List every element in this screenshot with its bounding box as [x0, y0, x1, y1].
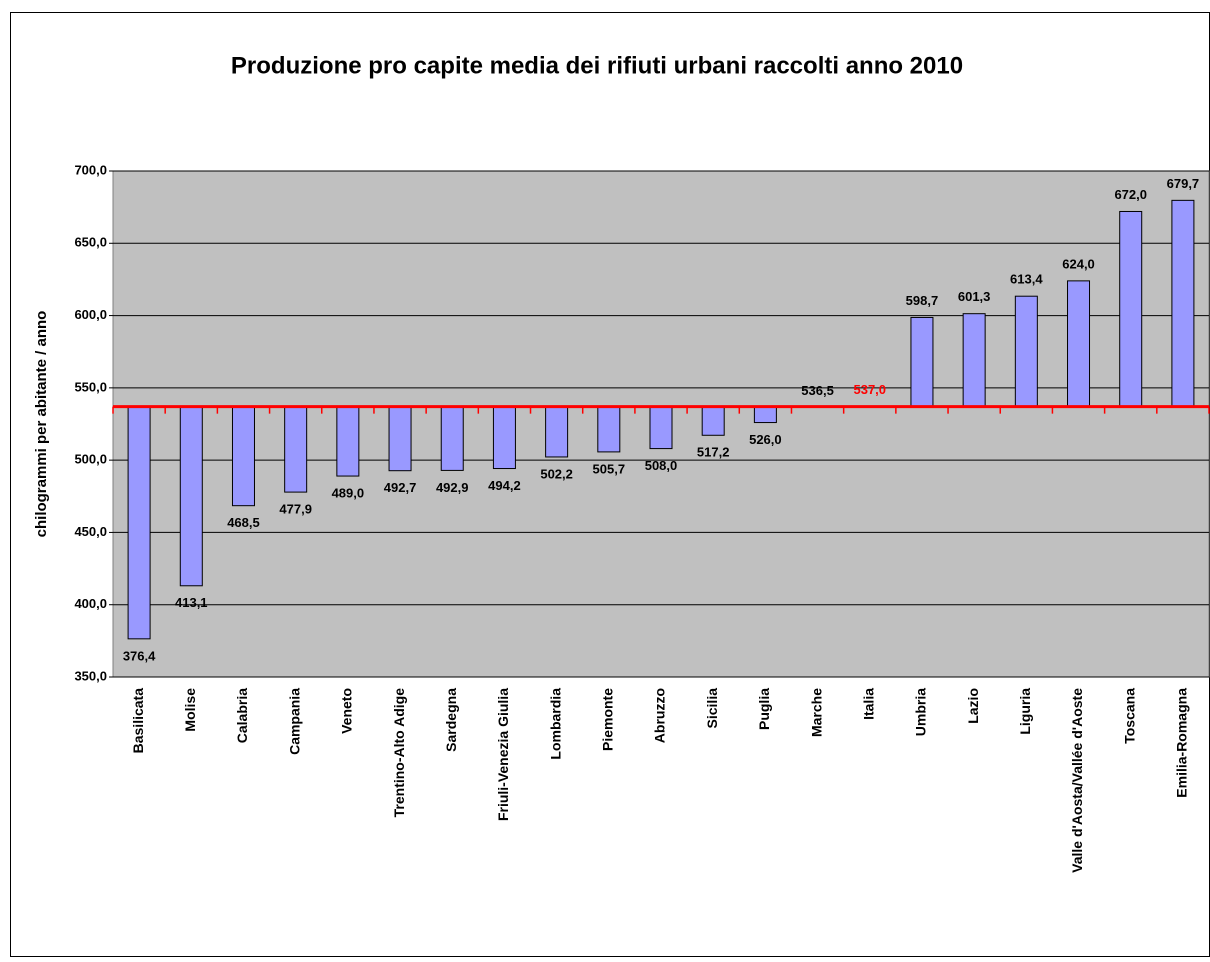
bar — [597, 406, 621, 453]
value-label: 494,2 — [488, 478, 521, 493]
y-tick-label: 550,0 — [74, 379, 107, 394]
bar — [753, 406, 777, 424]
value-label: 505,7 — [593, 461, 626, 476]
value-label: 672,0 — [1114, 187, 1147, 202]
y-tick-label: 700,0 — [74, 162, 107, 177]
x-tick-label: Toscana — [1121, 688, 1137, 744]
x-tick-label: Emilia-Romagna — [1174, 688, 1190, 798]
bar — [545, 406, 569, 458]
value-label: 526,0 — [749, 432, 782, 447]
value-label: 613,4 — [1010, 272, 1043, 287]
bar — [1014, 295, 1038, 408]
bar — [231, 406, 255, 507]
y-tick-label: 400,0 — [74, 596, 107, 611]
y-tick-label: 500,0 — [74, 452, 107, 467]
x-tick-label: Basilicata — [130, 688, 146, 754]
value-label: 413,1 — [175, 595, 208, 610]
bar — [492, 406, 516, 470]
x-tick-label: Sicilia — [704, 688, 720, 729]
x-tick-label: Marche — [808, 688, 824, 737]
bar — [127, 406, 151, 640]
x-tick-label: Lazio — [965, 688, 981, 724]
value-label: 489,0 — [332, 485, 365, 500]
value-label: 376,4 — [123, 648, 156, 663]
bar — [388, 406, 412, 472]
bar — [1119, 210, 1143, 408]
value-label: 624,0 — [1062, 256, 1095, 271]
value-label: 492,9 — [436, 480, 469, 495]
x-tick-label: Veneto — [339, 688, 355, 734]
value-label: 601,3 — [958, 289, 991, 304]
bar — [440, 406, 464, 471]
x-tick-label: Liguria — [1017, 688, 1033, 735]
value-label: 468,5 — [227, 515, 260, 530]
bar — [336, 406, 360, 477]
x-tick-label: Campania — [286, 688, 302, 755]
bar — [701, 406, 725, 436]
x-tick-label: Puglia — [756, 688, 772, 730]
chart-title: Produzione pro capite media dei rifiuti … — [231, 52, 963, 79]
value-label: 679,7 — [1167, 176, 1200, 191]
value-label: 508,0 — [645, 458, 678, 473]
bar — [910, 316, 934, 408]
bar — [962, 313, 986, 408]
x-tick-label: Italia — [860, 688, 876, 720]
x-tick-label: Valle d'Aosta/Vallée d'Aoste — [1069, 688, 1085, 873]
bar — [284, 406, 308, 493]
y-tick-label: 600,0 — [74, 307, 107, 322]
bar — [649, 406, 673, 450]
x-tick-label: Friuli-Venezia Giulia — [495, 688, 511, 821]
x-tick-label: Lombardia — [547, 688, 563, 760]
bar — [1067, 280, 1091, 408]
value-label: 537,0 — [853, 382, 886, 397]
y-tick-label: 350,0 — [74, 668, 107, 683]
value-label: 492,7 — [384, 480, 417, 495]
x-tick-label: Trentino-Alto Adige — [391, 688, 407, 818]
x-tick-label: Calabria — [234, 688, 250, 743]
x-tick-label: Molise — [182, 688, 198, 732]
value-label: 598,7 — [906, 293, 939, 308]
x-tick-label: Abruzzo — [652, 688, 668, 743]
x-tick-label: Umbria — [913, 688, 929, 736]
x-tick-label: Sardegna — [443, 688, 459, 752]
bar — [1171, 199, 1195, 408]
x-tick-label: Piemonte — [600, 688, 616, 751]
value-label: 477,9 — [279, 502, 312, 517]
value-label: 536,5 — [801, 383, 834, 398]
y-tick-label: 650,0 — [74, 235, 107, 250]
value-label: 502,2 — [540, 466, 573, 481]
value-label: 517,2 — [697, 445, 730, 460]
bar — [179, 406, 203, 587]
y-axis-label: chilogrammi per abitante / anno — [33, 311, 50, 538]
y-tick-label: 450,0 — [74, 524, 107, 539]
